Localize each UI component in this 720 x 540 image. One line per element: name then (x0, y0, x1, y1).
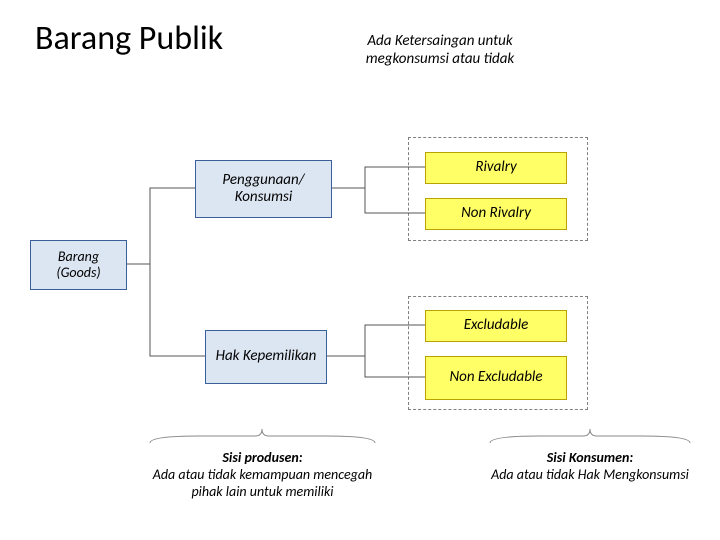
leaf-excludable: Excludable (425, 310, 567, 342)
note-producer-title: Sisi produsen: (150, 450, 375, 467)
node-owner: Hak Kepemilikan (205, 330, 327, 384)
leaf-rivalry: Rivalry (425, 152, 567, 184)
note-consumer-title: Sisi Konsumen: (490, 450, 690, 467)
header-note: Ada Ketersaingan untuk megkonsumsi atau … (345, 32, 535, 68)
note-consumer: Sisi Konsumen: Ada atau tidak Hak Mengko… (490, 450, 690, 484)
node-usage: Penggunaan/ Konsumsi (195, 160, 332, 218)
leaf-non-rivalry: Non Rivalry (425, 198, 567, 230)
note-producer: Sisi produsen: Ada atau tidak kemampuan … (150, 450, 375, 500)
node-root: Barang(Goods) (30, 240, 127, 290)
note-producer-body: Ada atau tidak kemampuan mencegah pihak … (150, 467, 375, 501)
note-consumer-body: Ada atau tidak Hak Mengkonsumsi (490, 467, 690, 484)
node-root-label: Barang(Goods) (56, 249, 100, 281)
page-title: Barang Publik (35, 18, 223, 59)
leaf-non-excludable: Non Excludable (425, 356, 567, 400)
